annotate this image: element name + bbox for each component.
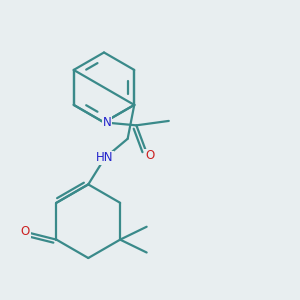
Text: O: O: [21, 225, 30, 238]
Text: O: O: [145, 149, 154, 162]
Text: N: N: [103, 116, 111, 129]
Text: HN: HN: [96, 152, 114, 164]
